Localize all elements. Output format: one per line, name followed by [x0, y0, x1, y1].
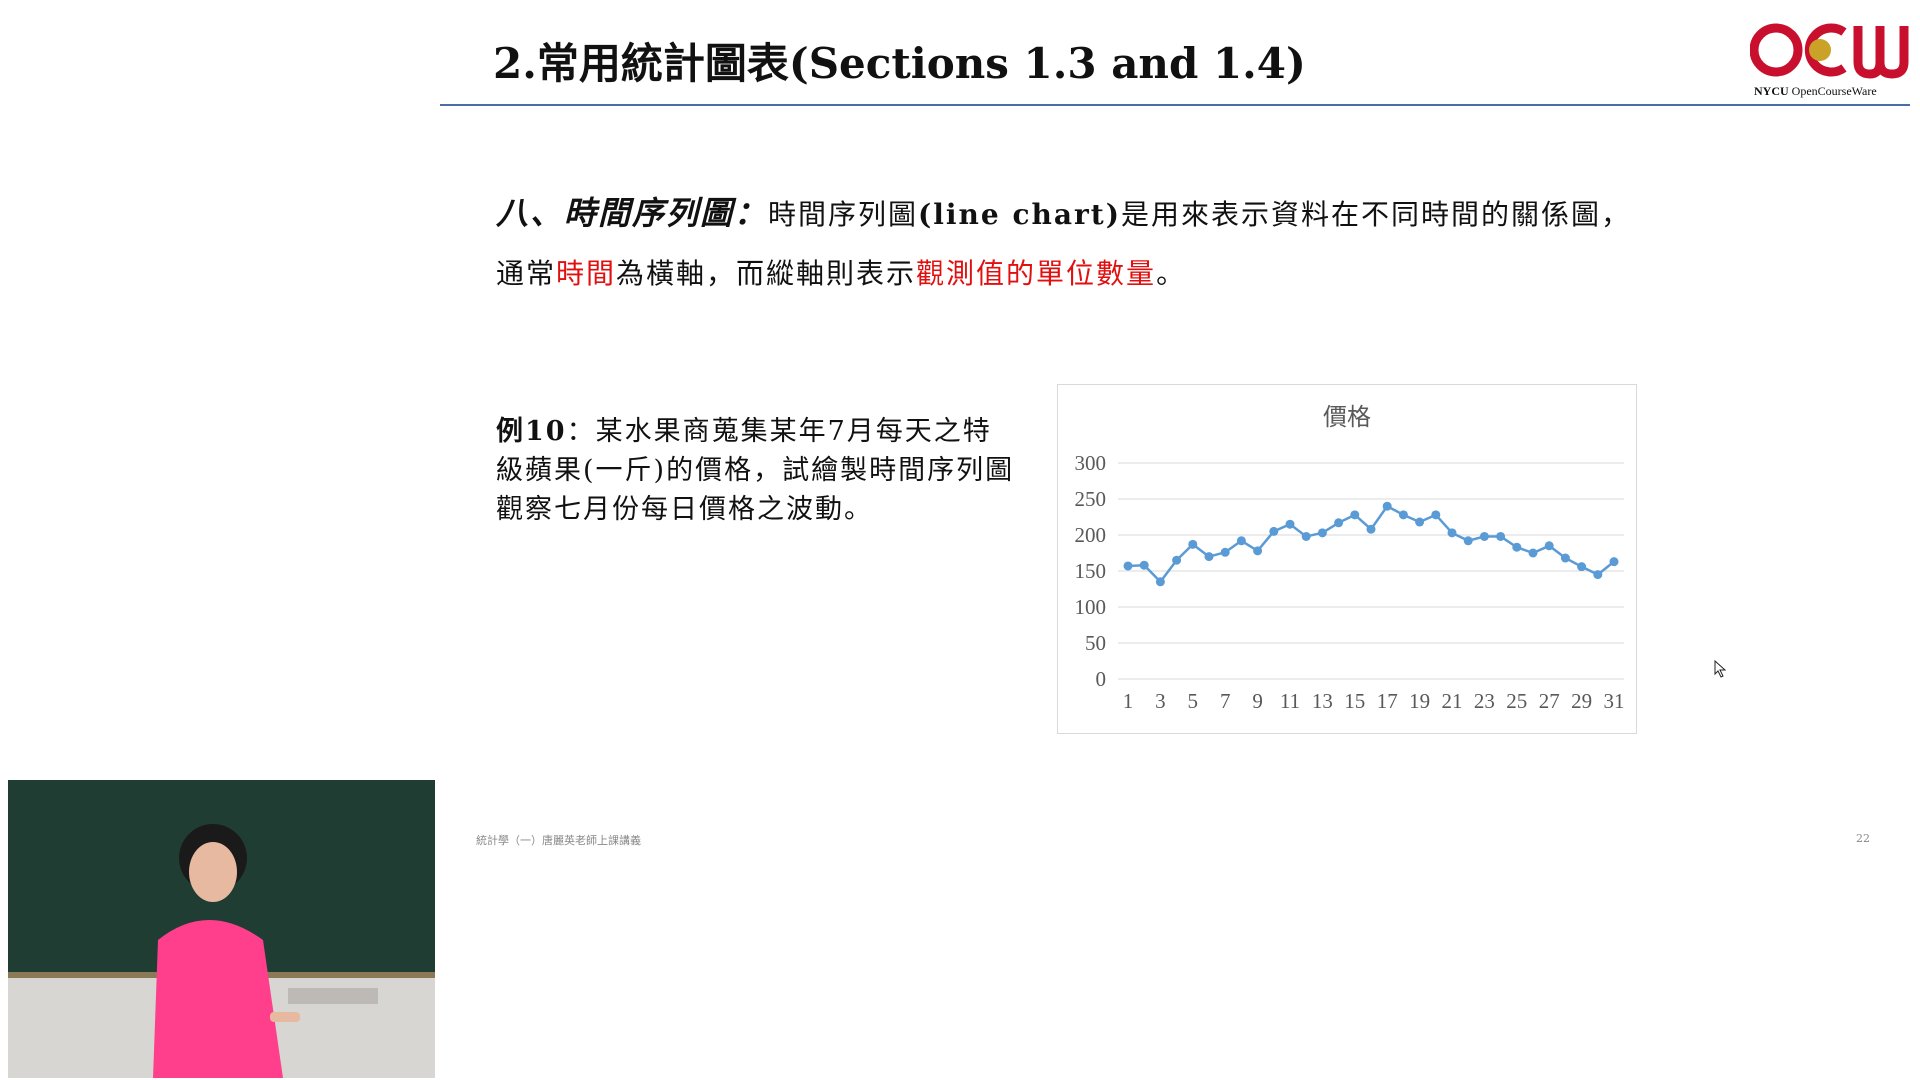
data-point — [1155, 577, 1165, 587]
y-tick-label: 200 — [1075, 523, 1107, 547]
data-point — [1447, 528, 1457, 538]
data-point — [1544, 541, 1554, 551]
x-tick-label: 7 — [1220, 689, 1231, 713]
x-tick-label: 21 — [1442, 689, 1463, 713]
data-point — [1528, 548, 1538, 558]
x-tick-label: 5 — [1188, 689, 1199, 713]
data-point — [1188, 539, 1198, 549]
data-point — [1593, 570, 1603, 580]
data-point — [1204, 552, 1214, 562]
footer-course-name: 統計學（一）唐麗英老師上課講義 — [476, 834, 641, 847]
ocw-logo-mark — [1750, 23, 1909, 79]
data-point — [1431, 510, 1441, 520]
data-point — [1220, 547, 1230, 557]
data-point — [1285, 519, 1295, 529]
x-tick-label: 3 — [1155, 689, 1166, 713]
y-tick-label: 150 — [1075, 559, 1107, 583]
data-point — [1512, 542, 1522, 552]
x-tick-label: 31 — [1604, 689, 1625, 713]
lecturer-video-inset — [8, 780, 435, 1078]
y-tick-label: 250 — [1075, 487, 1107, 511]
data-point — [1382, 501, 1392, 511]
data-point — [1301, 531, 1311, 541]
data-point — [1317, 528, 1327, 538]
data-point — [1334, 518, 1344, 528]
data-point — [1253, 546, 1263, 556]
data-point — [1398, 510, 1408, 520]
data-point — [1415, 517, 1425, 527]
example-10: 例10：某水果商蒐集某年7月每天之特級蘋果(一斤)的價格，試繪製時間序列圖觀察七… — [496, 412, 1016, 529]
x-tick-label: 9 — [1252, 689, 1263, 713]
slide-title: 2.常用統計圖表(Sections 1.3 and 1.4) — [493, 39, 1306, 88]
data-point — [1479, 531, 1489, 541]
data-point — [1172, 555, 1182, 565]
y-tick-label: 0 — [1096, 667, 1107, 691]
x-tick-label: 1 — [1123, 689, 1134, 713]
data-point — [1577, 562, 1587, 572]
data-point — [1496, 531, 1506, 541]
example-text: ：某水果商蒐集某年7月每天之特級蘋果(一斤)的價格，試繪製時間序列圖觀察七月份每… — [496, 416, 1015, 525]
logo-caption: NYCU OpenCourseWare — [1754, 84, 1877, 98]
title-divider — [440, 104, 1910, 106]
data-point — [1236, 536, 1246, 546]
x-tick-label: 29 — [1571, 689, 1592, 713]
highlight-observed-value: 觀測值的單位數量 — [916, 257, 1157, 290]
ocw-logo: NYCU OpenCourseWare — [1750, 18, 1910, 104]
data-point — [1269, 526, 1279, 536]
x-tick-label: 19 — [1409, 689, 1430, 713]
x-tick-label: 17 — [1377, 689, 1398, 713]
example-label: 例10 — [496, 416, 567, 447]
data-point — [1463, 536, 1473, 546]
definition-term: 八、時間序列圖： — [496, 194, 769, 232]
x-tick-label: 25 — [1506, 689, 1527, 713]
data-point — [1139, 560, 1149, 570]
highlight-time: 時間 — [556, 257, 617, 290]
page-number: 22 — [1856, 832, 1870, 845]
series-line — [1127, 504, 1615, 584]
x-tick-label: 15 — [1344, 689, 1365, 713]
definition-line-2: 通常時間為橫軸，而縱軸則表示觀測值的單位數量。 — [496, 257, 1187, 290]
x-tick-label: 23 — [1474, 689, 1495, 713]
x-tick-label: 27 — [1539, 689, 1560, 713]
data-point — [1560, 553, 1570, 563]
line-chart: 價格 0 50 100 150 200 250 300 1 3 5 7 9 11 13 15 17 19 21 23 2… — [1057, 384, 1637, 734]
x-tick-label: 11 — [1280, 689, 1300, 713]
data-point — [1366, 524, 1376, 534]
y-tick-label: 100 — [1075, 595, 1107, 619]
definition-line-1: 八、時間序列圖：時間序列圖(line chart)是用來表示資料在不同時間的關係… — [496, 194, 1631, 232]
mouse-cursor-icon — [1714, 659, 1728, 682]
data-point — [1123, 561, 1133, 571]
data-point — [1350, 510, 1360, 520]
x-tick-label: 13 — [1312, 689, 1333, 713]
data-point — [1609, 557, 1619, 567]
chart-title: 價格 — [1323, 403, 1371, 431]
lecturer-video-frame — [8, 780, 435, 1078]
y-tick-label: 50 — [1085, 631, 1106, 655]
y-tick-label: 300 — [1075, 451, 1107, 475]
